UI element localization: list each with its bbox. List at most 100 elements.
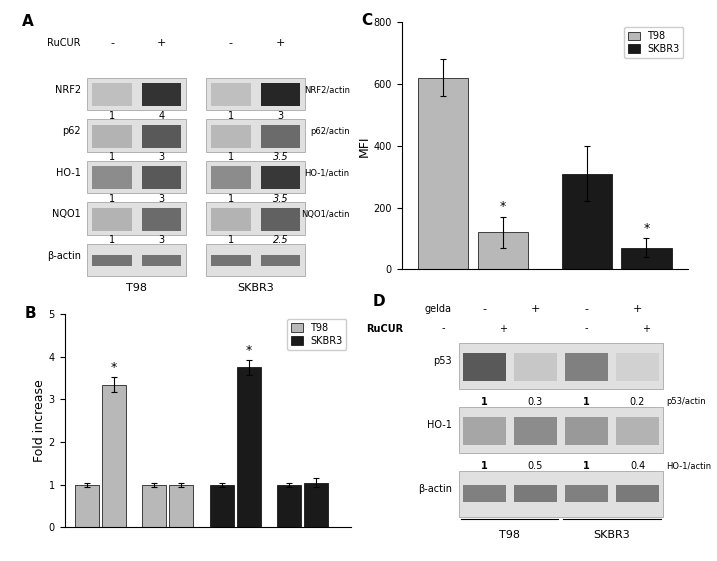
Text: p62: p62: [62, 126, 81, 136]
Bar: [87, 119, 186, 151]
Bar: [514, 353, 556, 381]
Bar: [169, 485, 194, 527]
Bar: [206, 161, 305, 193]
Text: 4: 4: [158, 111, 165, 121]
Text: +: +: [531, 304, 540, 314]
Text: HO-1: HO-1: [56, 168, 81, 178]
Text: 3.5: 3.5: [272, 152, 288, 162]
Bar: [212, 83, 251, 106]
Bar: [561, 174, 612, 269]
Text: NQO1: NQO1: [52, 209, 81, 219]
Text: 1: 1: [583, 397, 590, 407]
Bar: [142, 208, 181, 231]
Bar: [212, 208, 251, 231]
Text: *: *: [643, 222, 650, 234]
Bar: [92, 255, 132, 266]
Text: NQO1/actin: NQO1/actin: [301, 210, 350, 219]
Text: 1: 1: [228, 194, 234, 204]
Bar: [462, 417, 505, 445]
Text: 1: 1: [109, 111, 115, 121]
Text: HO-1/actin: HO-1/actin: [666, 461, 711, 470]
Text: 1: 1: [228, 111, 234, 121]
Text: p53: p53: [433, 356, 452, 366]
Text: 1: 1: [228, 152, 234, 162]
Text: 3.5: 3.5: [272, 194, 288, 204]
Bar: [143, 485, 166, 527]
Text: +: +: [157, 38, 166, 48]
Bar: [565, 417, 608, 445]
Bar: [102, 384, 126, 527]
Text: β-actin: β-actin: [418, 484, 452, 494]
Text: SKBR3: SKBR3: [237, 283, 274, 293]
Bar: [261, 125, 300, 148]
Bar: [478, 232, 528, 269]
Text: +: +: [276, 38, 285, 48]
Y-axis label: MFI: MFI: [358, 135, 371, 157]
Text: T98: T98: [126, 283, 148, 293]
Bar: [565, 353, 608, 381]
Bar: [206, 244, 305, 276]
Text: 1: 1: [583, 461, 590, 471]
Text: B: B: [24, 306, 36, 321]
Bar: [261, 208, 300, 231]
Text: D: D: [373, 294, 386, 309]
Text: C: C: [361, 12, 373, 27]
Bar: [616, 485, 659, 502]
Bar: [565, 485, 608, 502]
Text: 1: 1: [228, 235, 234, 245]
Bar: [75, 485, 99, 527]
Bar: [142, 125, 181, 148]
Text: 0.5: 0.5: [528, 461, 543, 471]
Bar: [514, 417, 556, 445]
Bar: [212, 255, 251, 266]
Text: 1: 1: [481, 397, 488, 407]
Text: 0.2: 0.2: [630, 397, 645, 407]
Bar: [459, 471, 663, 517]
Text: 3: 3: [158, 194, 165, 204]
Text: 2.5: 2.5: [272, 235, 288, 245]
Bar: [212, 125, 251, 148]
Text: -: -: [585, 324, 589, 334]
Text: -: -: [584, 304, 589, 314]
Bar: [462, 485, 505, 502]
Bar: [277, 485, 301, 527]
Bar: [92, 208, 132, 231]
Bar: [206, 78, 305, 111]
Text: *: *: [111, 361, 117, 374]
Legend: T98, SKBR3: T98, SKBR3: [287, 319, 346, 350]
Text: -: -: [229, 38, 233, 48]
Text: 3: 3: [158, 152, 165, 162]
Bar: [418, 78, 468, 269]
Bar: [459, 407, 663, 453]
Bar: [459, 343, 663, 389]
Bar: [206, 203, 305, 234]
Bar: [92, 125, 132, 148]
Bar: [261, 166, 300, 189]
Bar: [87, 78, 186, 111]
Text: -: -: [110, 38, 114, 48]
Text: 0.4: 0.4: [630, 461, 645, 471]
Text: -: -: [442, 324, 445, 334]
Text: NRF2: NRF2: [54, 85, 81, 95]
Bar: [304, 482, 328, 527]
Bar: [142, 83, 181, 106]
Text: NRF2/actin: NRF2/actin: [304, 85, 350, 94]
Bar: [206, 119, 305, 151]
Bar: [87, 244, 186, 276]
Bar: [462, 353, 505, 381]
Text: RuCUR: RuCUR: [47, 38, 81, 48]
Text: 1: 1: [109, 235, 115, 245]
Text: 0.3: 0.3: [528, 397, 543, 407]
Bar: [261, 255, 300, 266]
Text: +: +: [633, 304, 642, 314]
Text: A: A: [22, 14, 33, 29]
Bar: [92, 166, 132, 189]
Y-axis label: Fold increase: Fold increase: [33, 379, 46, 462]
Text: +: +: [499, 324, 507, 334]
Text: 1: 1: [109, 152, 115, 162]
Text: -: -: [482, 304, 486, 314]
Text: p62/actin: p62/actin: [310, 127, 350, 136]
Bar: [616, 417, 659, 445]
Text: β-actin: β-actin: [47, 251, 81, 261]
Text: gelda: gelda: [425, 304, 452, 314]
